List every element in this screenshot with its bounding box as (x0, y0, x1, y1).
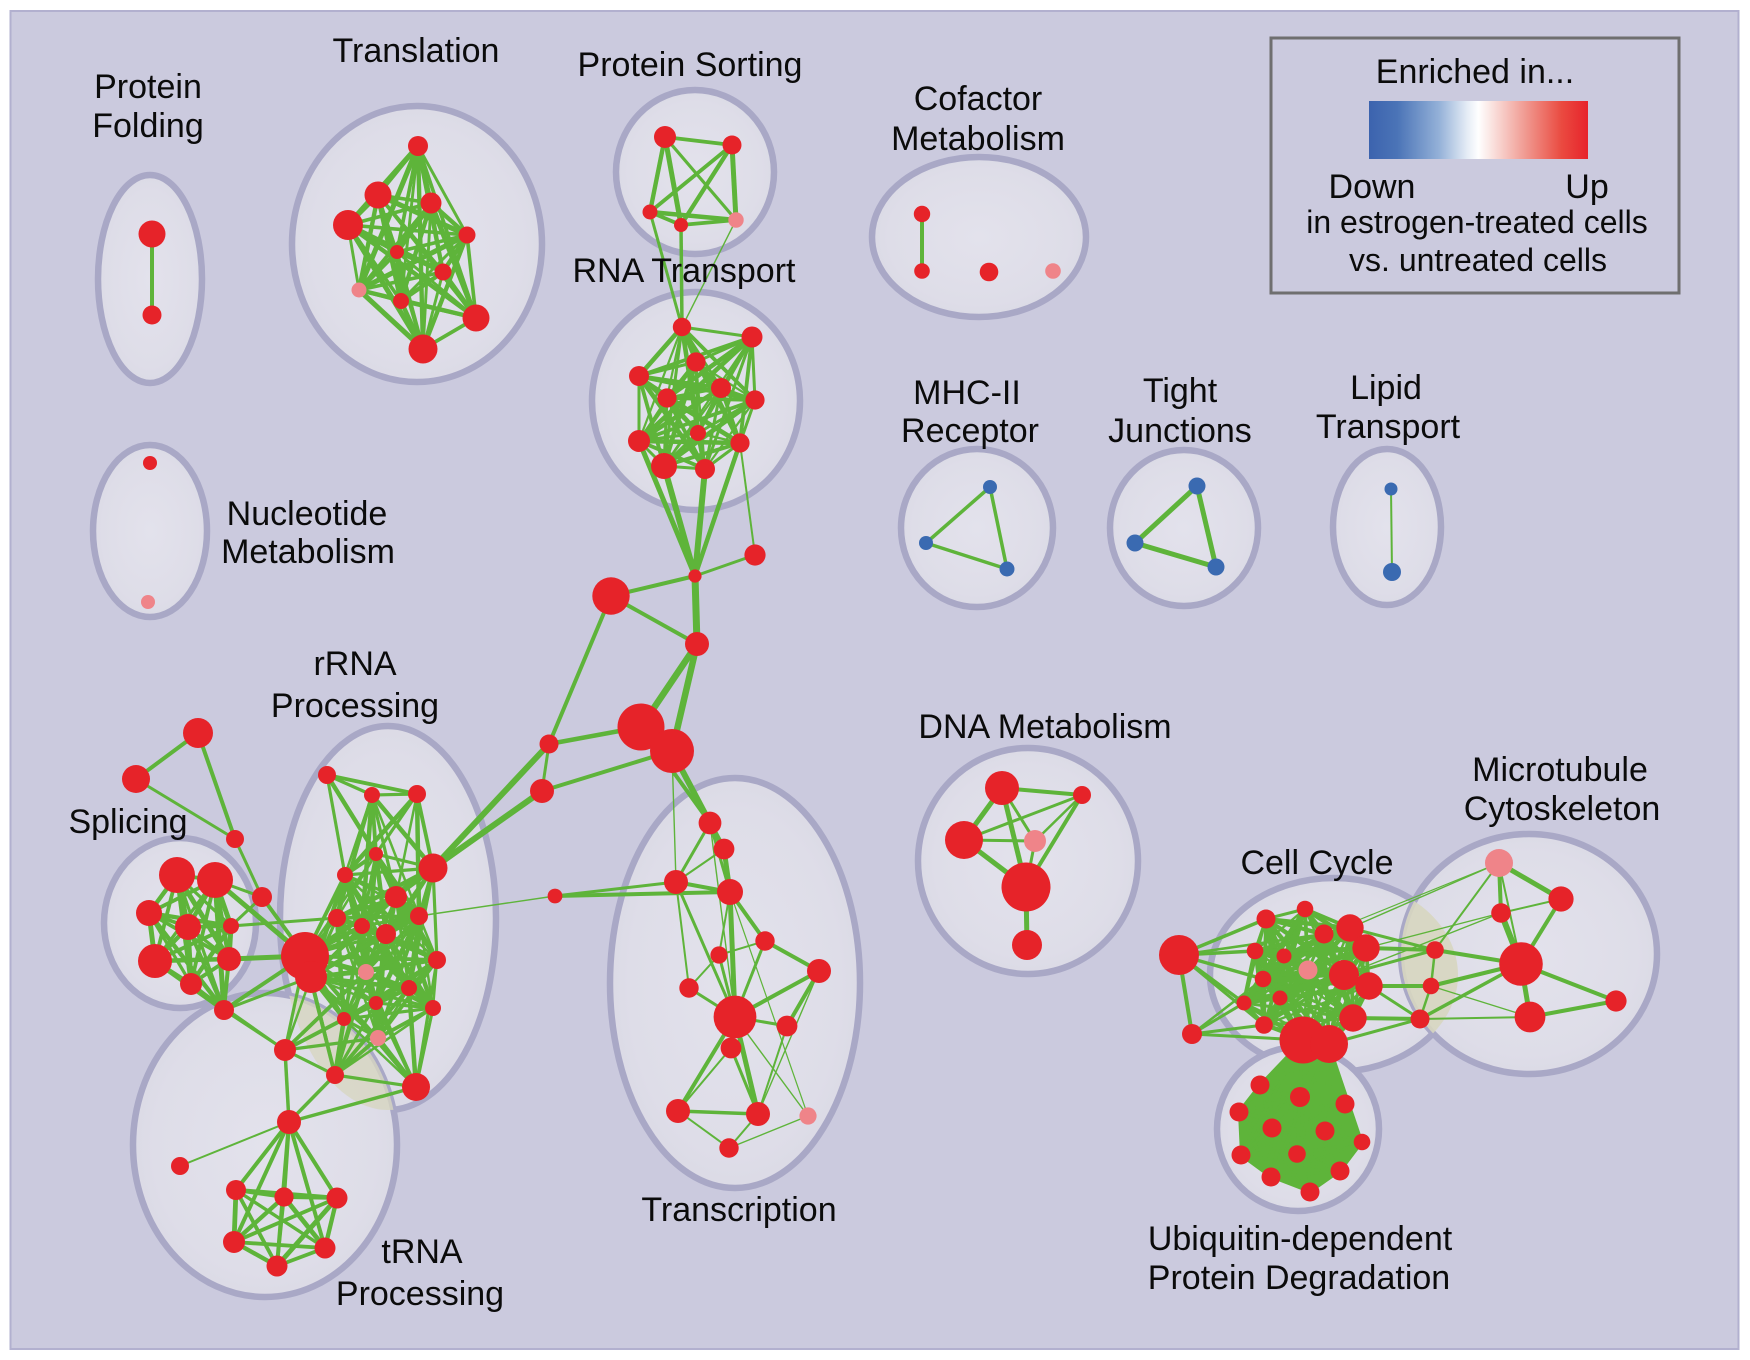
svg-text:Ubiquitin-dependent: Ubiquitin-dependent (1148, 1220, 1453, 1258)
svg-text:Cell Cycle: Cell Cycle (1240, 844, 1393, 882)
svg-text:tRNA: tRNA (381, 1233, 463, 1271)
svg-text:Protein Degradation: Protein Degradation (1148, 1259, 1450, 1297)
svg-text:Protein Sorting: Protein Sorting (578, 46, 803, 84)
svg-text:DNA Metabolism: DNA Metabolism (918, 708, 1171, 746)
svg-text:Down: Down (1329, 168, 1416, 206)
svg-text:Receptor: Receptor (901, 412, 1039, 450)
svg-text:Splicing: Splicing (68, 803, 187, 841)
svg-text:Junctions: Junctions (1108, 412, 1252, 450)
svg-text:in estrogen-treated cells: in estrogen-treated cells (1306, 204, 1648, 240)
svg-text:Folding: Folding (92, 107, 204, 145)
svg-text:Enriched in...: Enriched in... (1376, 53, 1574, 91)
svg-text:RNA Transport: RNA Transport (573, 252, 797, 290)
svg-text:Processing: Processing (271, 687, 439, 725)
svg-text:Transcription: Transcription (641, 1191, 836, 1229)
svg-text:Metabolism: Metabolism (221, 533, 395, 571)
svg-text:Processing: Processing (336, 1275, 504, 1313)
svg-text:Microtubule: Microtubule (1472, 751, 1648, 789)
svg-text:Tight: Tight (1143, 372, 1218, 410)
svg-text:Transport: Transport (1316, 408, 1461, 446)
svg-text:Nucleotide: Nucleotide (227, 495, 388, 533)
svg-text:Up: Up (1565, 168, 1608, 206)
svg-text:MHC-II: MHC-II (913, 374, 1021, 412)
svg-text:Cofactor: Cofactor (914, 80, 1043, 118)
svg-text:rRNA: rRNA (313, 645, 396, 683)
svg-text:vs. untreated cells: vs. untreated cells (1349, 242, 1607, 278)
svg-text:Translation: Translation (333, 32, 500, 70)
svg-text:Protein: Protein (94, 68, 202, 106)
svg-text:Metabolism: Metabolism (891, 120, 1065, 158)
svg-text:Cytoskeleton: Cytoskeleton (1464, 790, 1661, 828)
svg-text:Lipid: Lipid (1350, 369, 1422, 407)
